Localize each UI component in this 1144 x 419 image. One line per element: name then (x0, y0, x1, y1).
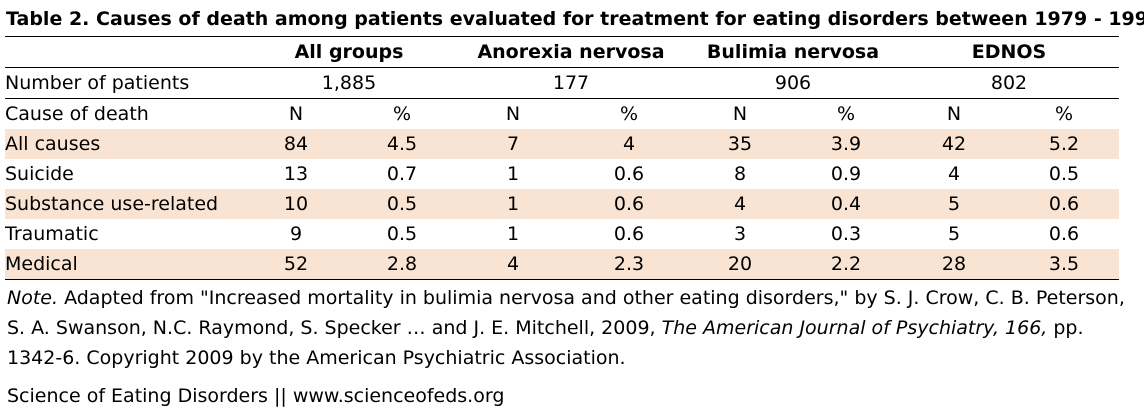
cell-count: 35 (687, 129, 793, 159)
cell-percent: 0.5 (1048, 163, 1080, 185)
patient-count: 177 (455, 67, 687, 99)
group-header: Anorexia nervosa (455, 36, 687, 68)
col-header-pct: % (1054, 103, 1074, 125)
cell-percent: 0.5 (386, 223, 418, 245)
cell-percent: 0.5 (349, 189, 455, 219)
col-header-n: N (946, 103, 962, 125)
patient-count: 906 (687, 67, 899, 99)
cell-count: 1 (506, 223, 520, 245)
header-corner (5, 36, 243, 68)
cell-count: 28 (899, 249, 1009, 280)
table-note: Note. Adapted from "Increased mortality … (7, 283, 1137, 373)
cell-count: 4 (947, 163, 961, 185)
col-header-pct: % (619, 103, 639, 125)
cause-header-row: Cause of death N % N % N % N % (5, 99, 1119, 130)
group-header: Bulimia nervosa (687, 36, 899, 68)
cell-count: 5 (947, 223, 961, 245)
cell-percent: 4 (571, 129, 687, 159)
col-header-n: N (288, 103, 304, 125)
cell-count: 5 (899, 189, 1009, 219)
cell-percent: 0.6 (1009, 189, 1119, 219)
patient-count: 802 (899, 67, 1119, 99)
group-header: EDNOS (899, 36, 1119, 68)
cell-count: 4 (455, 249, 571, 280)
cause-label: Traumatic (5, 223, 99, 245)
cell-count: 52 (243, 249, 349, 280)
note-text: pp. 1342-6. Copyright 2009 by the Americ… (7, 317, 1084, 369)
cell-count: 1 (455, 189, 571, 219)
cause-label: Substance use-related (5, 189, 243, 219)
cell-count: 13 (283, 163, 309, 185)
cell-percent: 0.6 (571, 189, 687, 219)
cell-percent: 0.6 (1048, 223, 1080, 245)
cell-count: 1 (506, 163, 520, 185)
group-header-row: All groups Anorexia nervosa Bulimia nerv… (5, 36, 1119, 68)
cell-percent: 4.5 (349, 129, 455, 159)
col-header-pct: % (392, 103, 412, 125)
cell-count: 20 (687, 249, 793, 280)
table-row: All causes 84 4.5 7 4 35 3.9 42 5.2 (5, 129, 1119, 159)
cell-percent: 0.7 (386, 163, 418, 185)
col-header-n: N (732, 103, 748, 125)
table-row: Medical 52 2.8 4 2.3 20 2.2 28 3.5 (5, 249, 1119, 280)
col-header-n: N (505, 103, 521, 125)
cell-percent: 0.3 (830, 223, 862, 245)
number-of-patients-row: Number of patients 1,885 177 906 802 (5, 67, 1119, 99)
cell-percent: 0.6 (613, 163, 645, 185)
table-row: Substance use-related 10 0.5 1 0.6 4 0.4 5 0.6 (5, 189, 1119, 219)
note-prefix: Note. (7, 287, 59, 309)
site-credit: Science of Eating Disorders || www.scien… (7, 385, 505, 407)
cell-percent: 0.6 (613, 223, 645, 245)
cell-percent: 2.8 (349, 249, 455, 280)
cell-percent: 2.2 (793, 249, 899, 280)
row-label: Cause of death (5, 103, 149, 125)
table-title: Table 2. Causes of death among patients … (6, 8, 1144, 30)
table-row: Traumatic 9 0.5 1 0.6 3 0.3 5 0.6 (5, 219, 1119, 249)
row-label: Number of patients (5, 67, 243, 99)
col-header-pct: % (836, 103, 856, 125)
cell-percent: 3.5 (1009, 249, 1119, 280)
note-text: Adapted from "Increased mortality in bul… (7, 287, 1125, 339)
cell-count: 10 (243, 189, 349, 219)
cell-percent: 2.3 (571, 249, 687, 280)
cell-percent: 0.4 (793, 189, 899, 219)
note-journal: The American Journal of Psychiatry, 166, (661, 317, 1048, 339)
group-header: All groups (243, 36, 455, 68)
cell-percent: 5.2 (1009, 129, 1119, 159)
cell-count: 4 (687, 189, 793, 219)
cause-label: Medical (5, 249, 243, 280)
cell-count: 7 (455, 129, 571, 159)
cell-count: 84 (243, 129, 349, 159)
table-row: Suicide 13 0.7 1 0.6 8 0.9 4 0.5 (5, 159, 1119, 189)
cell-count: 8 (733, 163, 747, 185)
cell-count: 9 (289, 223, 303, 245)
cell-count: 3 (733, 223, 747, 245)
cause-label: Suicide (5, 163, 74, 185)
cell-percent: 0.9 (830, 163, 862, 185)
cause-label: All causes (5, 129, 243, 159)
cell-count: 42 (899, 129, 1009, 159)
cell-percent: 3.9 (793, 129, 899, 159)
data-table: All groups Anorexia nervosa Bulimia nerv… (5, 36, 1119, 280)
patient-count: 1,885 (243, 67, 455, 99)
